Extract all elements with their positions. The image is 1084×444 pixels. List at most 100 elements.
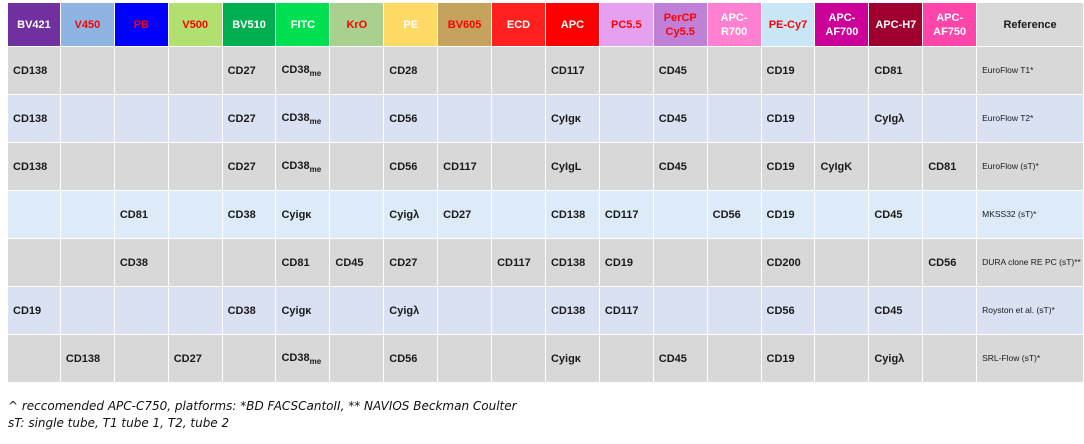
marker-cell bbox=[60, 191, 115, 239]
column-header-9: ECD bbox=[492, 3, 546, 47]
marker-cell bbox=[168, 47, 223, 95]
column-header-3: V500 bbox=[168, 3, 223, 47]
marker-cell bbox=[815, 239, 870, 287]
column-header-0: BV421 bbox=[8, 3, 61, 47]
marker-cell: CD56 bbox=[923, 239, 978, 287]
marker-cell: CD117 bbox=[438, 143, 493, 191]
marker-cell bbox=[168, 191, 223, 239]
marker-cell: CD38me bbox=[276, 95, 331, 143]
marker-cell: CD27 bbox=[168, 335, 223, 383]
marker-cell bbox=[815, 95, 870, 143]
marker-cell bbox=[114, 143, 169, 191]
marker-cell: CD138 bbox=[60, 335, 115, 383]
table-row: CD81 CD38 Cyigκ Cyigλ CD27 CD138 CD117 CD56 CD19… bbox=[8, 191, 1084, 239]
marker-cell bbox=[492, 47, 546, 95]
header-row: BV421 V450 PB V500 BV510 FITC KrO PE BV605 ECD APC… bbox=[8, 3, 1084, 47]
marker-cell: CD56 bbox=[384, 143, 439, 191]
marker-cell: CD19 bbox=[761, 335, 816, 383]
marker-cell bbox=[60, 47, 115, 95]
column-header-4: BV510 bbox=[222, 3, 277, 47]
marker-cell: CD56 bbox=[384, 335, 439, 383]
marker-cell bbox=[923, 95, 978, 143]
marker-cell: CD27 bbox=[222, 95, 277, 143]
marker-cell: CD38me bbox=[276, 335, 331, 383]
reference-cell: DURA clone RE PC (sT)** bbox=[977, 239, 1084, 287]
marker-cell bbox=[60, 287, 115, 335]
marker-cell bbox=[330, 335, 385, 383]
marker-cell: CyIgλ bbox=[869, 95, 924, 143]
marker-cell bbox=[923, 287, 978, 335]
reference-cell: EuroFlow (sT)* bbox=[977, 143, 1084, 191]
marker-cell bbox=[653, 239, 708, 287]
marker-cell bbox=[114, 47, 169, 95]
marker-cell: CD81 bbox=[869, 47, 924, 95]
marker-cell bbox=[869, 239, 924, 287]
marker-cell: CD45 bbox=[653, 47, 708, 95]
reference-cell: EuroFlow T1* bbox=[977, 47, 1084, 95]
marker-cell bbox=[707, 47, 762, 95]
marker-cell bbox=[923, 47, 978, 95]
marker-cell: CD27 bbox=[384, 239, 439, 287]
reference-cell: SRL-Flow (sT)* bbox=[977, 335, 1084, 383]
marker-cell: CD27 bbox=[222, 47, 277, 95]
column-header-11: PC5.5 bbox=[599, 3, 654, 47]
marker-cell bbox=[653, 287, 708, 335]
marker-cell: Cyigλ bbox=[869, 335, 924, 383]
marker-cell bbox=[707, 95, 762, 143]
footnote-abbreviations: sT: single tube, T1 tube 1, T2, tube 2 bbox=[8, 416, 230, 430]
marker-cell bbox=[923, 191, 978, 239]
marker-cell: CD38 bbox=[222, 287, 277, 335]
marker-cell bbox=[707, 143, 762, 191]
marker-cell: Cyigκ bbox=[276, 287, 331, 335]
panel-table: BV421 V450 PB V500 BV510 FITC KrO PE BV605 ECD APC… bbox=[8, 3, 1084, 383]
marker-cell: CD19 bbox=[761, 95, 816, 143]
marker-cell: CD138 bbox=[8, 143, 61, 191]
marker-cell bbox=[815, 47, 870, 95]
column-header-10: APC bbox=[545, 3, 600, 47]
marker-cell bbox=[815, 335, 870, 383]
marker-cell bbox=[438, 47, 493, 95]
marker-cell bbox=[599, 95, 654, 143]
marker-cell: CD45 bbox=[869, 287, 924, 335]
marker-cell: CD200 bbox=[761, 239, 816, 287]
table-row: CD19 CD38 Cyigκ Cyigλ CD138 CD117 CD56 CD45 Roys… bbox=[8, 287, 1084, 335]
marker-cell bbox=[330, 143, 385, 191]
marker-cell bbox=[869, 143, 924, 191]
column-header-18: Reference bbox=[977, 3, 1084, 47]
marker-cell: CD138 bbox=[545, 239, 600, 287]
column-header-13: APC-R700 bbox=[707, 3, 762, 47]
marker-cell: CD138 bbox=[8, 95, 61, 143]
footnote-platforms: ^ reccomended APC-C750, platforms: *BD F… bbox=[8, 399, 517, 413]
marker-cell: CD38 bbox=[114, 239, 169, 287]
column-header-15: APC-AF700 bbox=[815, 3, 870, 47]
marker-cell: CD45 bbox=[653, 143, 708, 191]
marker-cell bbox=[114, 95, 169, 143]
marker-cell: CD19 bbox=[761, 47, 816, 95]
marker-cell bbox=[599, 335, 654, 383]
marker-cell bbox=[222, 335, 277, 383]
column-header-2: PB bbox=[114, 3, 169, 47]
marker-cell bbox=[8, 239, 61, 287]
marker-cell bbox=[707, 239, 762, 287]
column-header-6: KrO bbox=[330, 3, 385, 47]
marker-cell bbox=[492, 335, 546, 383]
marker-cell: CD81 bbox=[114, 191, 169, 239]
reference-cell: Royston et al. (sT)* bbox=[977, 287, 1084, 335]
column-header-17: APC-AF750 bbox=[923, 3, 978, 47]
marker-cell: CD38me bbox=[276, 143, 331, 191]
column-header-16: APC-H7 bbox=[869, 3, 924, 47]
marker-cell: CD117 bbox=[492, 239, 546, 287]
marker-cell: CD19 bbox=[599, 239, 654, 287]
marker-cell bbox=[438, 335, 493, 383]
marker-cell: CyIgL bbox=[545, 143, 600, 191]
marker-cell bbox=[815, 287, 870, 335]
marker-cell bbox=[707, 287, 762, 335]
marker-cell: CD19 bbox=[8, 287, 61, 335]
marker-cell bbox=[815, 191, 870, 239]
marker-cell bbox=[222, 239, 277, 287]
marker-cell: CD38me bbox=[276, 47, 331, 95]
column-header-12: PerCP Cy5.5 bbox=[653, 3, 708, 47]
marker-cell bbox=[114, 335, 169, 383]
marker-cell bbox=[653, 191, 708, 239]
marker-cell: CyIgK bbox=[815, 143, 870, 191]
